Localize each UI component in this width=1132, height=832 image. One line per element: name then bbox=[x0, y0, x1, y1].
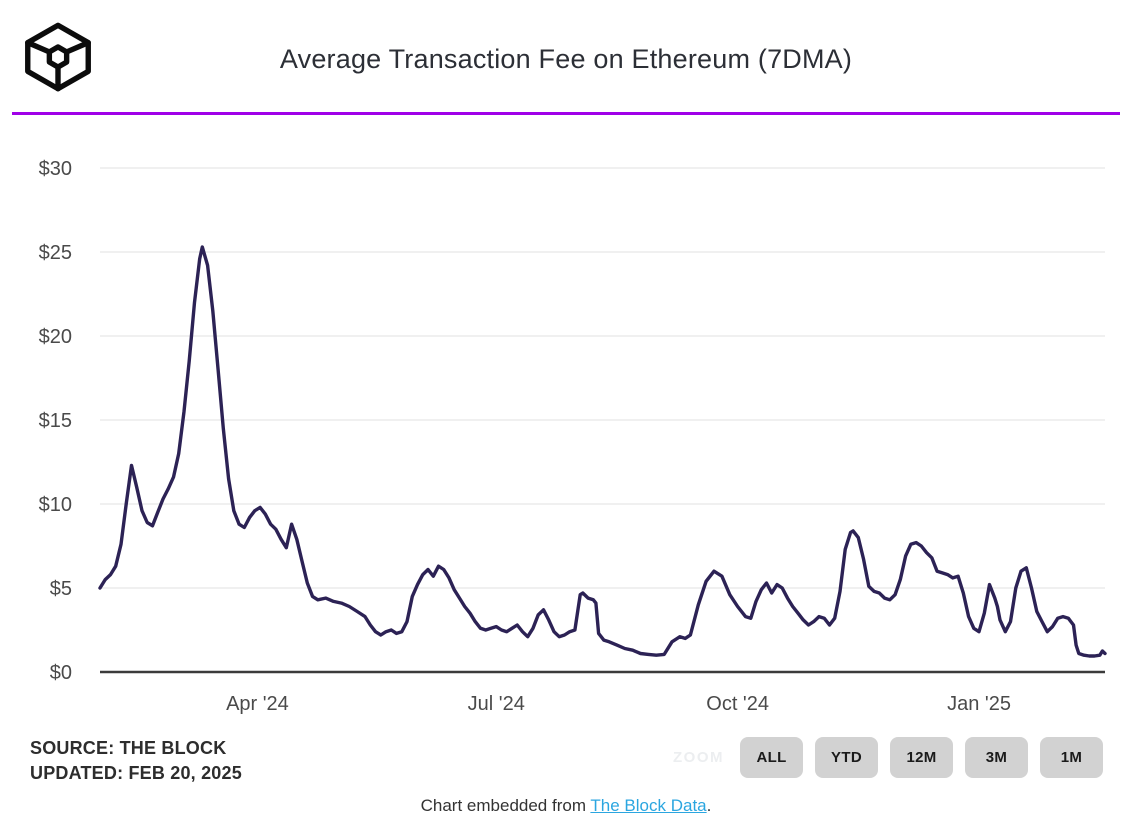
embed-footer: Chart embedded from The Block Data. bbox=[0, 796, 1132, 816]
source-attribution: SOURCE: THE BLOCK UPDATED: FEB 20, 2025 bbox=[30, 736, 242, 786]
x-tick-label: Jan '25 bbox=[947, 693, 1011, 715]
range-button-3m[interactable]: 3M bbox=[965, 737, 1028, 778]
y-tick-label: $30 bbox=[39, 158, 72, 180]
range-button-all[interactable]: ALL bbox=[740, 737, 803, 778]
range-button-ytd[interactable]: YTD bbox=[815, 737, 878, 778]
zoom-controls: ZOOM ALL YTD 12M 3M 1M bbox=[673, 737, 1103, 778]
zoom-label: ZOOM bbox=[673, 749, 724, 766]
updated-line: UPDATED: FEB 20, 2025 bbox=[30, 763, 242, 783]
y-tick-label: $5 bbox=[50, 578, 72, 600]
source-line: SOURCE: THE BLOCK bbox=[30, 738, 227, 758]
y-tick-label: $15 bbox=[39, 410, 72, 432]
range-button-1m[interactable]: 1M bbox=[1040, 737, 1103, 778]
range-button-12m[interactable]: 12M bbox=[890, 737, 953, 778]
footer-prefix: Chart embedded from bbox=[420, 796, 591, 815]
purple-divider bbox=[12, 112, 1120, 115]
y-tick-label: $20 bbox=[39, 326, 72, 348]
fee-line-series[interactable] bbox=[98, 245, 1107, 658]
x-tick-label: Apr '24 bbox=[226, 693, 289, 715]
the-block-logo-icon[interactable] bbox=[22, 20, 94, 94]
y-tick-label: $0 bbox=[50, 662, 72, 684]
y-tick-label: $10 bbox=[39, 494, 72, 516]
footer-suffix: . bbox=[706, 796, 712, 815]
chart-plot-area[interactable]: $0 $5 $10 $15 $20 $25 $30 Apr '24 Jul '24 Oct '24… bbox=[0, 130, 1132, 730]
the-block-data-link[interactable]: The Block Data bbox=[590, 796, 707, 815]
chart-title: Average Transaction Fee on Ethereum (7DM… bbox=[279, 44, 853, 74]
x-tick-label: Oct '24 bbox=[706, 693, 769, 715]
y-tick-label: $25 bbox=[39, 242, 72, 264]
x-tick-label: Jul '24 bbox=[468, 693, 525, 715]
